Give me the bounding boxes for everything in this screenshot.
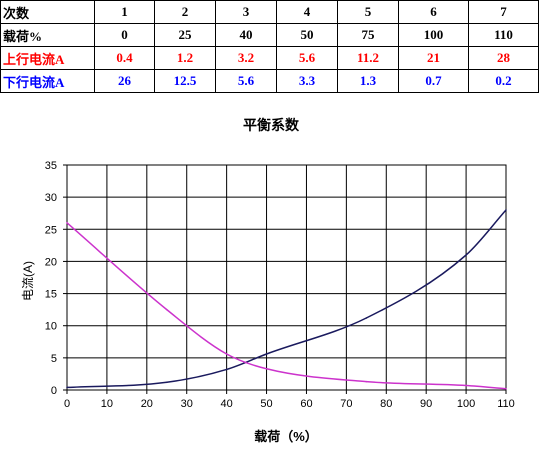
x-tick-label: 30 bbox=[181, 398, 193, 410]
table-cell-times-2: 2 bbox=[154, 0, 216, 24]
table-cell-down-2: 12.5 bbox=[154, 69, 216, 93]
y-tick-label: 20 bbox=[45, 256, 57, 268]
data-point-up bbox=[365, 317, 368, 319]
table-cell-times-5: 5 bbox=[337, 0, 399, 24]
y-tick-label: 25 bbox=[45, 224, 57, 236]
table-row-times: 次数 1 2 3 4 5 6 7 bbox=[0, 0, 539, 24]
table-row-up: 上行电流A 0.4 1.2 3.2 5.6 11.2 21 28 bbox=[0, 46, 539, 70]
y-tick-label: 0 bbox=[51, 385, 57, 397]
table-cell-times-7: 7 bbox=[468, 0, 539, 24]
table-cell-down-7: 0.2 bbox=[468, 69, 539, 93]
data-point-up bbox=[265, 353, 268, 355]
series-line-up bbox=[66, 209, 507, 389]
data-point-up bbox=[465, 254, 467, 256]
row-header-times: 次数 bbox=[0, 0, 95, 24]
x-axis-label: 载荷（%） bbox=[254, 429, 318, 444]
y-tick-label: 15 bbox=[45, 289, 57, 301]
table-cell-times-3: 3 bbox=[215, 0, 277, 24]
table-cell-up-7: 28 bbox=[468, 46, 539, 70]
y-axis-label: 电流(A) bbox=[21, 261, 35, 301]
table-row-down: 下行电流A 26 12.5 5.6 3.3 1.3 0.7 0.2 bbox=[0, 69, 539, 93]
y-tick-label: 5 bbox=[51, 353, 57, 365]
x-tick-label: 20 bbox=[141, 398, 153, 410]
data-point-down bbox=[365, 380, 368, 383]
data-point-down bbox=[225, 353, 228, 355]
table-row-load: 载荷% 0 25 40 50 75 100 110 bbox=[0, 23, 539, 47]
data-point-down bbox=[66, 222, 68, 224]
x-tick-label: 100 bbox=[457, 398, 475, 410]
grid bbox=[66, 164, 507, 391]
data-point-up bbox=[505, 209, 507, 211]
table-cell-down-4: 3.3 bbox=[276, 69, 338, 93]
data-point-down bbox=[165, 308, 168, 311]
y-tick-label: 30 bbox=[45, 192, 57, 204]
table-cell-load-6: 100 bbox=[398, 23, 469, 47]
x-tick-label: 90 bbox=[420, 398, 432, 410]
y-tick-label: 10 bbox=[45, 321, 57, 333]
row-header-load: 载荷% bbox=[0, 23, 95, 47]
table-cell-up-3: 3.2 bbox=[215, 46, 277, 70]
balance-coefficient-chart: 平衡系数 0 10 20 30 40 50 60 70 80 90 100 110 0 5 10 15 20 25… bbox=[21, 117, 515, 444]
table-cell-down-1: 26 bbox=[94, 69, 155, 93]
series-line-down bbox=[66, 222, 507, 390]
row-header-up: 上行电流A bbox=[0, 46, 95, 70]
table-cell-down-6: 0.7 bbox=[398, 69, 469, 93]
table-cell-up-5: 11.2 bbox=[337, 46, 399, 70]
series-layer bbox=[66, 209, 507, 390]
data-point-down bbox=[465, 384, 467, 387]
x-tick-label: 60 bbox=[300, 398, 312, 410]
data-table-container: 次数 1 2 3 4 5 6 7 载荷% 0 25 40 50 75 100 110 上行电流A 0.4 1.2 3.… bbox=[0, 0, 539, 93]
table-cell-up-2: 1.2 bbox=[154, 46, 216, 70]
table-cell-up-6: 21 bbox=[398, 46, 469, 70]
x-tick-label: 80 bbox=[380, 398, 392, 410]
x-tick-label: 50 bbox=[260, 398, 272, 410]
x-tick-label: 0 bbox=[64, 398, 70, 410]
table-cell-up-1: 0.4 bbox=[94, 46, 155, 70]
x-tick-label: 40 bbox=[221, 398, 233, 410]
table-cell-down-3: 5.6 bbox=[215, 69, 277, 93]
data-point-up bbox=[225, 368, 228, 371]
data-point-down bbox=[505, 387, 507, 390]
data-point-up bbox=[66, 386, 68, 389]
table-cell-down-5: 1.3 bbox=[337, 69, 399, 93]
table-cell-times-1: 1 bbox=[94, 0, 155, 24]
table-cell-load-1: 0 bbox=[94, 23, 155, 47]
table-cell-load-4: 50 bbox=[276, 23, 338, 47]
axes: 0 10 20 30 40 50 60 70 80 90 100 110 0 5 10 15 20 25 30 35 bbox=[45, 160, 515, 410]
data-point-down bbox=[265, 367, 268, 370]
table-cell-load-3: 40 bbox=[215, 23, 277, 47]
x-tick-label: 70 bbox=[340, 398, 352, 410]
x-tick-label: 110 bbox=[497, 398, 515, 410]
table-cell-times-4: 4 bbox=[276, 0, 338, 24]
table-cell-times-6: 6 bbox=[398, 0, 469, 24]
table-cell-load-7: 110 bbox=[468, 23, 539, 47]
x-tick-label: 10 bbox=[101, 398, 113, 410]
chart-title: 平衡系数 bbox=[243, 117, 300, 133]
plot-frame bbox=[66, 164, 507, 391]
table-cell-up-4: 5.6 bbox=[276, 46, 338, 70]
data-table: 次数 1 2 3 4 5 6 7 载荷% 0 25 40 50 75 100 110 上行电流A 0.4 1.2 3.… bbox=[0, 0, 539, 93]
table-cell-load-5: 75 bbox=[337, 23, 399, 47]
y-tick-label: 35 bbox=[45, 160, 57, 172]
data-point-up bbox=[165, 381, 168, 384]
table-cell-load-2: 25 bbox=[154, 23, 216, 47]
row-header-down: 下行电流A bbox=[0, 69, 95, 93]
